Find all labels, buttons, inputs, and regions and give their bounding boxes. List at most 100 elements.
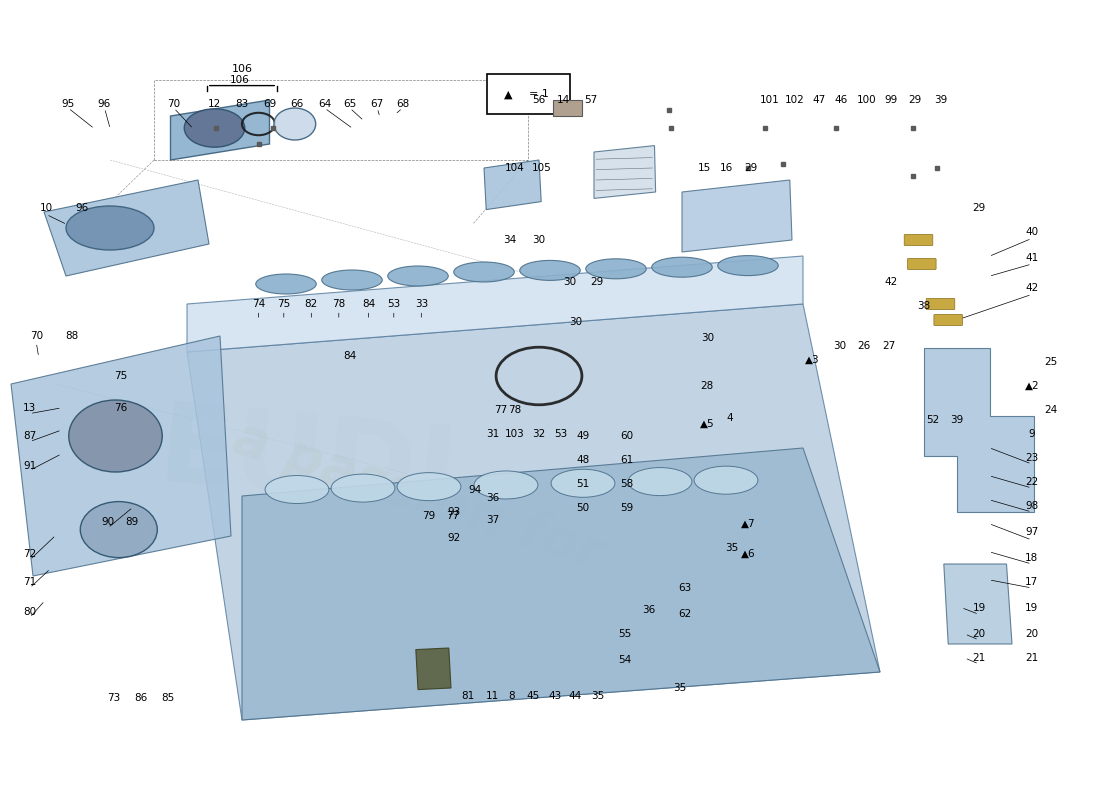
Text: 100: 100 (857, 95, 877, 105)
Text: 16: 16 (719, 163, 733, 173)
Text: 35: 35 (591, 691, 604, 701)
Ellipse shape (274, 108, 316, 140)
Text: 105: 105 (531, 163, 551, 173)
Text: 88: 88 (65, 331, 78, 341)
Text: 56: 56 (532, 95, 546, 105)
Text: 74: 74 (252, 299, 265, 309)
Text: 84: 84 (343, 351, 356, 361)
Text: 76: 76 (114, 403, 128, 413)
Text: 70: 70 (30, 331, 43, 341)
Text: 35: 35 (673, 683, 686, 693)
Text: 12: 12 (208, 99, 221, 109)
Text: 18: 18 (1025, 554, 1038, 563)
Ellipse shape (185, 109, 244, 147)
Text: 103: 103 (505, 429, 525, 438)
FancyBboxPatch shape (908, 258, 936, 270)
Text: 53: 53 (554, 429, 568, 438)
Text: 45: 45 (527, 691, 540, 701)
Text: 10: 10 (40, 203, 53, 213)
Text: ▲5: ▲5 (700, 419, 715, 429)
Text: ▲7: ▲7 (740, 519, 756, 529)
Text: 15: 15 (697, 163, 711, 173)
Text: 43: 43 (549, 691, 562, 701)
Text: 33: 33 (415, 299, 428, 309)
Text: 36: 36 (642, 605, 656, 614)
Text: 48: 48 (576, 455, 590, 465)
Text: 99: 99 (884, 95, 898, 105)
Text: 42: 42 (884, 277, 898, 286)
Text: 82: 82 (305, 299, 318, 309)
Text: 36: 36 (486, 493, 499, 502)
Text: 20: 20 (972, 629, 986, 638)
FancyBboxPatch shape (926, 298, 955, 310)
Text: 70: 70 (167, 99, 180, 109)
Text: 96: 96 (76, 203, 89, 213)
Text: 106: 106 (231, 64, 253, 74)
Text: ▲2: ▲2 (1024, 381, 1040, 390)
Polygon shape (242, 448, 880, 720)
Text: 34: 34 (503, 235, 516, 245)
Text: 96: 96 (98, 99, 111, 109)
Text: 30: 30 (563, 277, 576, 286)
Text: 19: 19 (1025, 603, 1038, 613)
FancyBboxPatch shape (934, 314, 962, 326)
Ellipse shape (519, 261, 581, 280)
Text: 53: 53 (387, 299, 400, 309)
Text: 51: 51 (576, 479, 590, 489)
Text: EUDI: EUDI (154, 398, 462, 530)
Ellipse shape (551, 470, 615, 498)
Text: 55: 55 (618, 629, 631, 638)
Text: 58: 58 (620, 479, 634, 489)
Text: 13: 13 (23, 403, 36, 413)
Text: 66: 66 (290, 99, 304, 109)
Text: 44: 44 (569, 691, 582, 701)
Ellipse shape (694, 466, 758, 494)
Text: 52: 52 (926, 415, 939, 425)
Text: 25: 25 (1044, 357, 1057, 366)
Text: 61: 61 (620, 455, 634, 465)
Text: 29: 29 (972, 203, 986, 213)
Text: 30: 30 (569, 317, 582, 326)
Text: 40: 40 (1025, 227, 1038, 237)
Text: 29: 29 (591, 277, 604, 286)
Polygon shape (484, 160, 541, 210)
Text: 87: 87 (23, 431, 36, 441)
Text: 75: 75 (277, 299, 290, 309)
FancyBboxPatch shape (553, 100, 582, 116)
Polygon shape (187, 304, 880, 720)
Text: 26: 26 (857, 341, 870, 350)
Ellipse shape (68, 400, 163, 472)
Ellipse shape (651, 257, 713, 277)
Text: 24: 24 (1044, 405, 1057, 414)
Text: a passion for: a passion for (227, 412, 609, 580)
Text: 30: 30 (833, 341, 846, 350)
Polygon shape (924, 348, 1034, 512)
Text: 73: 73 (107, 693, 120, 702)
Text: 77: 77 (447, 511, 460, 521)
Text: 28: 28 (701, 381, 714, 390)
Polygon shape (944, 564, 1012, 644)
Text: 80: 80 (23, 607, 36, 617)
Text: 41: 41 (1025, 253, 1038, 262)
Ellipse shape (331, 474, 395, 502)
Ellipse shape (80, 502, 157, 558)
Text: 79: 79 (422, 511, 436, 521)
Text: 50: 50 (576, 503, 590, 513)
Text: 106: 106 (230, 75, 250, 85)
Text: 49: 49 (576, 431, 590, 441)
Text: 31: 31 (486, 429, 499, 438)
Ellipse shape (717, 256, 779, 275)
Text: 68: 68 (396, 99, 409, 109)
Text: 83: 83 (235, 99, 249, 109)
Text: 23: 23 (1025, 453, 1038, 462)
Text: 92: 92 (448, 533, 461, 542)
Text: 78: 78 (508, 405, 521, 414)
Text: 67: 67 (371, 99, 384, 109)
Text: 97: 97 (1025, 527, 1038, 537)
Text: 94: 94 (469, 485, 482, 494)
Text: 104: 104 (505, 163, 525, 173)
Text: 42: 42 (1025, 283, 1038, 293)
Text: 64: 64 (318, 99, 331, 109)
Text: ▲3: ▲3 (804, 355, 820, 365)
Text: ▲6: ▲6 (740, 549, 756, 558)
